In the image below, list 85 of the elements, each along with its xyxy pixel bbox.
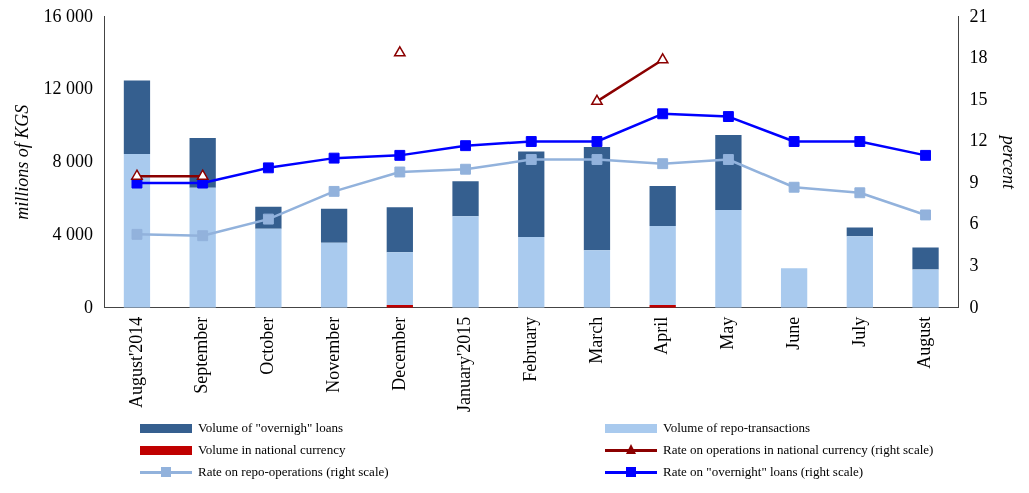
point [394, 149, 406, 161]
y-tick-label: 8 000 [52, 151, 94, 172]
bar [452, 216, 479, 308]
point [920, 149, 931, 161]
y2-tick-label: 21 [969, 5, 988, 26]
x-tick-label: May [717, 316, 738, 350]
point [788, 181, 800, 193]
point [525, 136, 537, 147]
legend-label: Volume of "overnigh" loans [198, 420, 344, 436]
bar [518, 237, 545, 308]
x-tick-label: August [914, 316, 935, 369]
point [722, 111, 734, 123]
legend-label: Volume in national currency [198, 442, 346, 458]
point [657, 158, 669, 170]
point [328, 152, 340, 164]
point [262, 162, 274, 174]
y-tick-label: 4 000 [52, 223, 94, 244]
y2-tick-label: 9 [969, 171, 979, 192]
x-tick-label: January'2015 [454, 316, 475, 413]
bar [518, 151, 545, 238]
y-tick-label: 12 000 [43, 78, 94, 99]
x-tick-label: March [585, 316, 606, 364]
point [854, 187, 866, 199]
y-tick-label: 16 000 [43, 5, 94, 26]
y2-axis-title: percent [999, 133, 1020, 190]
y2-tick-label: 6 [969, 213, 979, 234]
bar [649, 225, 676, 306]
x-tick-label: September [191, 316, 212, 394]
point [131, 228, 143, 240]
y2-tick-label: 15 [969, 88, 988, 109]
x-tick-label: April [651, 316, 672, 355]
bar [123, 80, 151, 155]
point [394, 166, 406, 178]
point [591, 154, 603, 165]
point [131, 169, 143, 180]
bar [715, 209, 742, 308]
point [722, 154, 734, 165]
point [591, 136, 603, 147]
bar [189, 187, 216, 308]
y2-tick-label: 18 [969, 47, 988, 68]
y-axis-title: millions of KGS [11, 104, 32, 220]
x-tick-label: August'2014 [125, 316, 146, 409]
point [328, 185, 340, 197]
x-tick-label: October [257, 316, 278, 375]
point [525, 154, 537, 165]
bar [715, 135, 742, 210]
bar [452, 181, 479, 217]
bar [912, 247, 939, 270]
point [920, 209, 931, 221]
bar [255, 228, 282, 308]
point [197, 230, 209, 242]
y2-tick-label: 12 [969, 130, 988, 151]
y2-tick-label: 3 [969, 254, 979, 275]
bar [912, 269, 939, 308]
legend-label: Rate on "overnight" loans (right scale) [663, 464, 864, 480]
legend-label: Volume of repo-transactions [663, 420, 811, 436]
bar [846, 227, 873, 237]
bar [386, 252, 413, 306]
bar [846, 236, 873, 308]
bar [780, 268, 808, 308]
bar [320, 208, 348, 243]
point [591, 94, 603, 106]
legend-label: Rate on repo-operations (right scale) [198, 464, 389, 480]
point [657, 108, 669, 120]
y-tick-label: 0 [84, 296, 94, 317]
y2-tick-label: 0 [969, 296, 979, 317]
point [656, 53, 669, 64]
bar [583, 250, 611, 308]
x-tick-label: December [388, 316, 409, 391]
point [393, 46, 406, 57]
x-tick-label: June [782, 316, 803, 350]
point [460, 163, 471, 175]
point [460, 140, 471, 152]
x-tick-label: July [848, 316, 869, 347]
bar [123, 154, 151, 308]
bar [649, 186, 676, 226]
legend-label: Rate on operations in national currency (right scale) [663, 442, 934, 458]
x-tick-label: February [519, 316, 540, 382]
bar [386, 207, 413, 253]
bar [583, 147, 611, 251]
point [196, 169, 209, 180]
point [788, 136, 800, 147]
point [854, 136, 866, 147]
x-tick-label: November [322, 316, 343, 393]
bar [320, 242, 348, 308]
